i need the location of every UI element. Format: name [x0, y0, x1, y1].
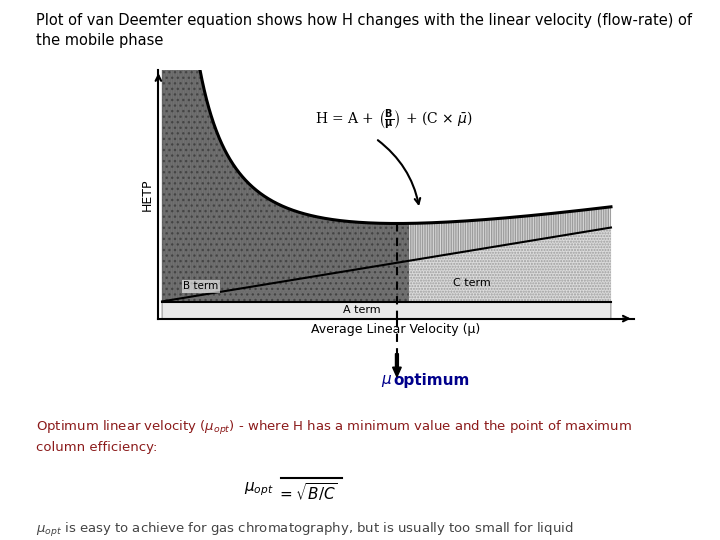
Text: Optimum linear velocity ($\mu_{opt}$) - where H has a minimum value and the poin: Optimum linear velocity ($\mu_{opt}$) - …: [36, 418, 632, 436]
Text: $\mu$: $\mu$: [382, 373, 393, 389]
Text: A term: A term: [343, 305, 381, 315]
Y-axis label: HETP: HETP: [141, 178, 154, 211]
X-axis label: Average Linear Velocity (μ): Average Linear Velocity (μ): [311, 323, 481, 336]
Text: $\mu_{opt}$: $\mu_{opt}$: [244, 481, 274, 498]
Text: optimum: optimum: [393, 373, 469, 388]
Text: $= \sqrt{B/C}$: $= \sqrt{B/C}$: [277, 481, 338, 503]
Text: Plot of van Deemter equation shows how H changes with the linear velocity (flow-: Plot of van Deemter equation shows how H…: [36, 14, 692, 48]
Text: $\mu_{opt}$ is easy to achieve for gas chromatography, but is usually too small : $\mu_{opt}$ is easy to achieve for gas c…: [36, 521, 573, 539]
Text: C term: C term: [453, 279, 490, 288]
Text: B term: B term: [184, 281, 219, 291]
Text: H = A + $\left(\mathbf{\frac{B}{\mu}}\right)$ + (C $\times$ $\bar{\mu}$): H = A + $\left(\mathbf{\frac{B}{\mu}}\ri…: [315, 107, 472, 132]
Text: column efficiency:: column efficiency:: [36, 441, 158, 454]
